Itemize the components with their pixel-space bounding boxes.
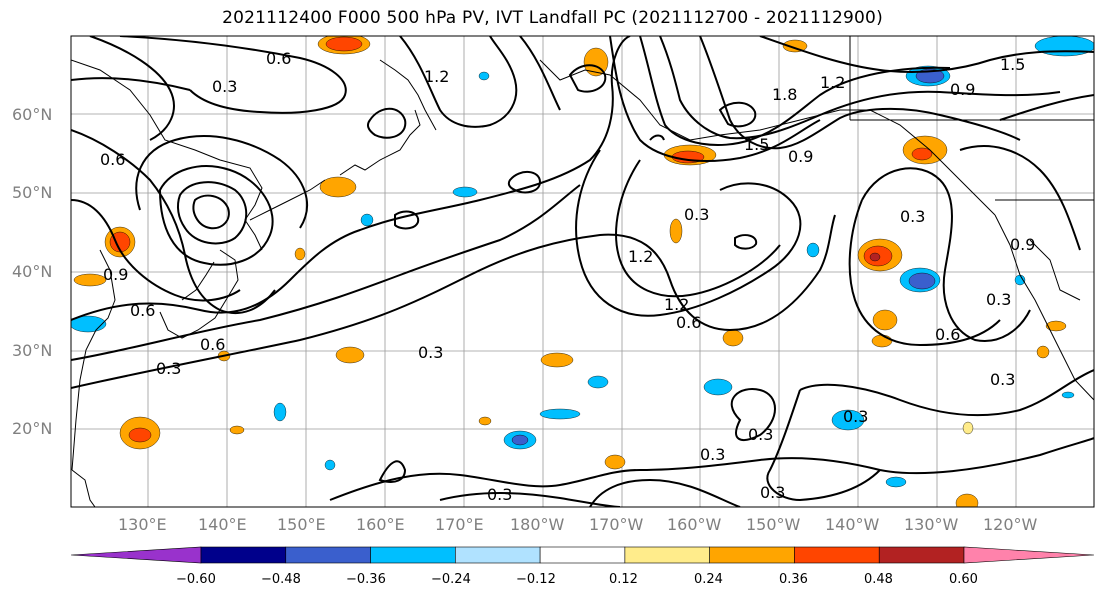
pv-contours (71, 36, 1094, 507)
colorbar-tick-label: −0.48 (261, 572, 301, 587)
contour-label: 0.3 (986, 290, 1011, 309)
contour-label: 0.9 (1010, 235, 1035, 254)
contour-label: 0.3 (990, 370, 1015, 389)
contour-label: 0.6 (200, 335, 225, 354)
lat-label: 30°N (12, 341, 53, 360)
contour-label: 0.9 (950, 80, 975, 99)
lat-label: 40°N (12, 262, 53, 281)
contour-label: 0.3 (900, 207, 925, 226)
lon-label: 180°W (510, 515, 565, 534)
colorbar-tick-label: 0.24 (694, 572, 723, 587)
colorbar-segment (624, 546, 710, 564)
lat-label: 20°N (12, 419, 53, 438)
map-title: 2021112400 F000 500 hPa PV, IVT Landfall… (222, 8, 883, 28)
colorbar-tick-label: 0.48 (864, 572, 893, 587)
contour-label: 0.9 (788, 147, 813, 166)
contour-label: 1.2 (628, 247, 653, 266)
contour-label: 0.3 (418, 343, 443, 362)
contour-label: 0.3 (760, 483, 785, 502)
colorbar-segment (70, 546, 202, 564)
colorbar-segment (285, 546, 371, 564)
colorbar-tick-label: 0.36 (779, 572, 808, 587)
lon-label: 170°E (435, 515, 484, 534)
contour-label: 0.3 (684, 205, 709, 224)
colorbar-segment (709, 546, 795, 564)
lon-label: 150°E (277, 515, 326, 534)
lon-label: 140°W (825, 515, 880, 534)
colorbar-segment (963, 546, 1095, 564)
contour-label: 0.6 (130, 301, 155, 320)
lat-label: 60°N (12, 105, 53, 124)
colorbar-segment (455, 546, 541, 564)
contour-label: 0.9 (103, 265, 128, 284)
contour-label: 1.2 (664, 295, 689, 314)
colorbar-segment (878, 546, 965, 564)
contour-labels: 0.6 0.3 1.2 1.5 1.8 0.9 0.6 0.3 1.2 0.3 … (100, 49, 1035, 504)
contour-label: 1.2 (820, 73, 845, 92)
colorbar-tick-label: 0.60 (949, 572, 978, 587)
contour-label: 1.8 (772, 85, 797, 104)
contour-label: 0.3 (843, 407, 868, 426)
contour-label: 1.5 (1000, 55, 1025, 74)
map-border (70, 35, 1095, 508)
contour-label: 0.6 (676, 313, 701, 332)
gridlines (71, 36, 1094, 507)
contour-label: 1.5 (744, 135, 769, 154)
colorbar-tick-label: −0.12 (516, 572, 556, 587)
negative-anomaly-patches (71, 36, 1094, 488)
lon-label: 150°W (746, 515, 801, 534)
colorbar-segment (794, 546, 880, 564)
lon-label: 160°W (667, 515, 722, 534)
contour-label: 0.3 (748, 425, 773, 444)
lon-label: 160°E (356, 515, 405, 534)
lon-label: 130°E (118, 515, 167, 534)
colorbar-tick-label: −0.24 (431, 572, 471, 587)
contour-label: 0.3 (487, 485, 512, 504)
contour-label: 0.6 (100, 150, 125, 169)
colorbar-tick-label: −0.60 (176, 572, 216, 587)
contour-label: 0.3 (700, 445, 725, 464)
lon-label: 170°W (589, 515, 644, 534)
contour-label: 0.3 (212, 77, 237, 96)
contour-label: 0.6 (935, 325, 960, 344)
contour-label: 0.3 (156, 359, 181, 378)
colorbar-segment (539, 546, 626, 564)
colorbar (70, 546, 1095, 564)
colorbar-segment (200, 546, 287, 564)
contour-label: 1.2 (424, 67, 449, 86)
colorbar-tick-label: −0.36 (346, 572, 386, 587)
lat-label: 50°N (12, 183, 53, 202)
colorbar-segment (370, 546, 456, 564)
contour-label: 0.6 (266, 49, 291, 68)
lon-label: 120°W (983, 515, 1038, 534)
colorbar-tick-label: 0.12 (609, 572, 638, 587)
lon-label: 130°W (904, 515, 959, 534)
lon-label: 140°E (198, 515, 247, 534)
